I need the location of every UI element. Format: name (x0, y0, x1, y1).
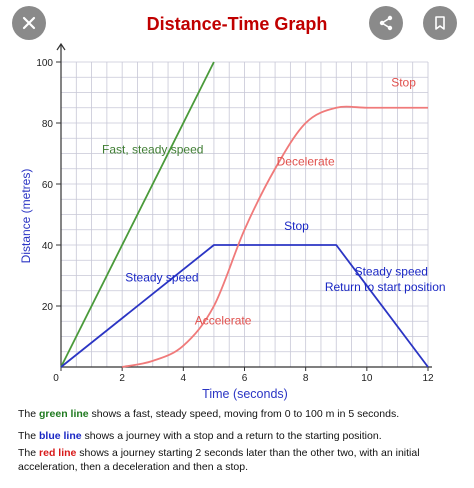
annotation-label: Steady speed (355, 265, 428, 279)
x-tick-label: 2 (119, 373, 125, 384)
bookmark-icon (435, 16, 445, 30)
annotation-label: Return to start position (325, 280, 446, 294)
x-tick-label: 12 (422, 373, 434, 384)
bookmark-button[interactable] (423, 6, 457, 40)
x-tick-label: 0 (53, 373, 59, 384)
blue-line (60, 244, 429, 368)
caption-red-line: The red line shows a journey starting 2 … (18, 447, 420, 473)
annotation-label: Steady speed (125, 271, 198, 285)
y-axis-arrow (56, 42, 66, 51)
y-tick-label: 20 (42, 302, 54, 313)
distance-time-chart: 20 40 60 80 100 0 2 4 6 8 10 12 Fast, steady speed D… (19, 42, 446, 401)
annotation-label: Fast, steady speed (102, 143, 203, 157)
chart-title: Distance-Time Graph (146, 14, 328, 34)
y-axis-label: Distance (metres) (19, 169, 33, 264)
x-tick-label: 4 (181, 373, 187, 384)
caption-blue-line: The blue line shows a journey with a sto… (18, 430, 382, 442)
x-axis-label: Time (seconds) (202, 387, 288, 401)
series (60, 61, 429, 368)
y-tick-label: 60 (42, 180, 54, 191)
close-button[interactable] (12, 6, 46, 40)
x-tick-label: 6 (242, 373, 248, 384)
y-tick-label: 40 (42, 241, 54, 252)
share-button[interactable] (369, 6, 403, 40)
caption-green-line: The green line shows a fast, steady spee… (18, 408, 400, 420)
y-tick-label: 100 (36, 58, 53, 69)
annotations: Fast, steady speed Decelerate Stop Stop Stea… (102, 75, 445, 327)
x-tick-label: 8 (303, 373, 309, 384)
annotation-label: Accelerate (195, 313, 252, 327)
caption-keyword-blue: blue line (39, 430, 82, 442)
y-tick-label: 80 (42, 119, 54, 130)
caption-keyword-green: green line (39, 408, 89, 420)
x-tick-label: 10 (361, 373, 373, 384)
annotation-label: Stop (284, 219, 309, 233)
red-line (121, 105, 428, 368)
annotation-label: Decelerate (277, 155, 335, 169)
axes: 20 40 60 80 100 0 2 4 6 8 10 12 (36, 42, 434, 384)
caption-keyword-red: red line (39, 447, 77, 459)
share-icon (379, 15, 393, 31)
annotation-label: Stop (391, 75, 416, 89)
close-icon (22, 16, 36, 30)
green-line (60, 61, 215, 368)
